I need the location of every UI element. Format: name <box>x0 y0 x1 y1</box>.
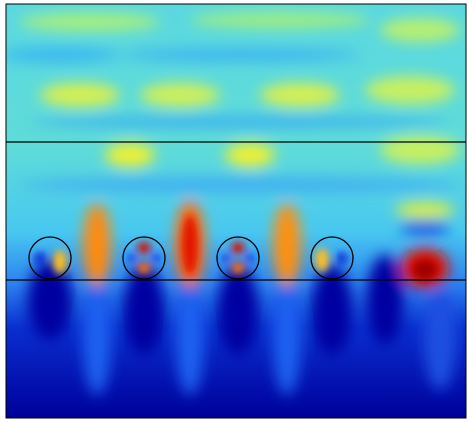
field-plot <box>0 0 469 422</box>
field <box>0 4 466 418</box>
